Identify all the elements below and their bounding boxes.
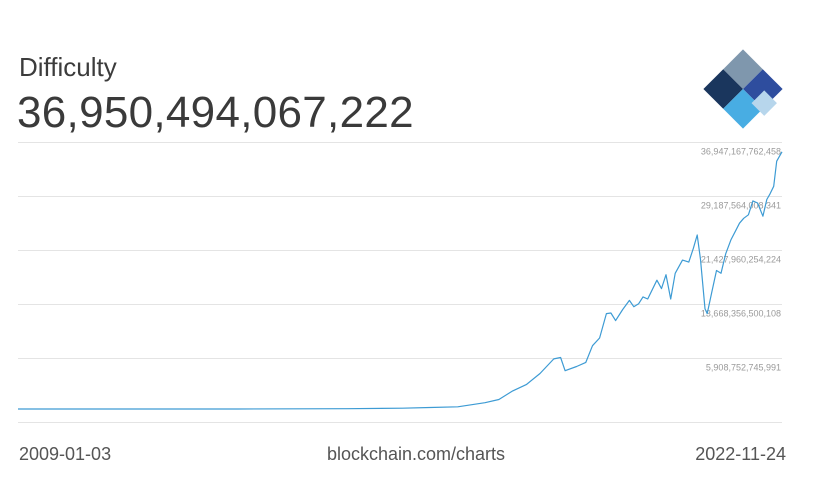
logo-tile-small xyxy=(751,90,777,116)
logo-tile-bottom xyxy=(723,89,763,129)
metric-value: 36,950,494,067,222 xyxy=(17,88,414,137)
metric-label: Difficulty xyxy=(19,52,117,82)
y-tick-label: 36,947,167,762,458 xyxy=(701,147,781,157)
blockchain-logo-icon xyxy=(703,49,783,129)
y-tick-labels: 36,947,167,762,458 29,187,564,008,341 21,4… xyxy=(701,147,781,373)
y-tick-label: 21,427,960,254,224 xyxy=(701,255,781,265)
grid-lines xyxy=(18,142,782,423)
y-tick-label: 5,908,752,745,991 xyxy=(706,363,781,373)
x-axis-start-date: 2009-01-03 xyxy=(19,444,112,464)
y-tick-label: 13,668,356,500,108 xyxy=(701,309,781,319)
source-link[interactable]: blockchain.com/charts xyxy=(326,444,506,464)
y-tick-label: 29,187,564,008,341 xyxy=(701,201,781,211)
difficulty-series-line xyxy=(18,151,783,410)
x-axis-end-date: 2022-11-24 xyxy=(695,444,786,464)
logo-tile-top xyxy=(723,49,763,89)
